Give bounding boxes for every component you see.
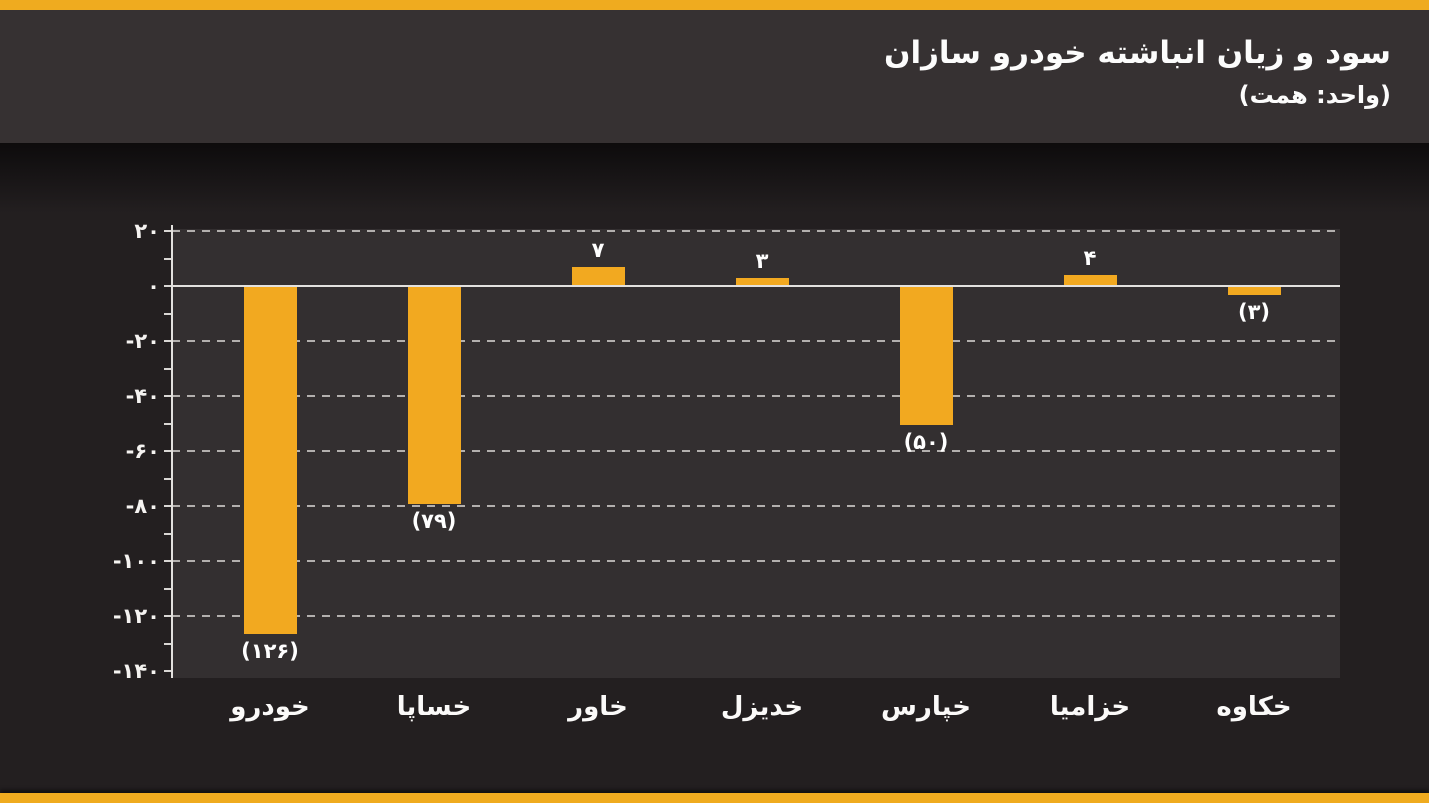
y-axis-tick — [164, 450, 171, 452]
y-axis-tick — [164, 615, 171, 617]
bar — [1227, 287, 1281, 296]
header-shadow — [0, 143, 1429, 213]
y-tick-label: -۶۰ — [125, 439, 160, 463]
y-axis-tick — [164, 312, 171, 315]
bar-value-label: (۳) — [1237, 300, 1270, 325]
y-tick-label: -۴۰ — [125, 384, 160, 408]
y-axis-tick — [164, 367, 171, 370]
bar-value-label: ۴ — [1083, 246, 1097, 270]
bar-value-label: (۷۹) — [411, 509, 457, 534]
gridline — [172, 505, 1340, 507]
gridline — [172, 560, 1340, 562]
bar — [243, 287, 297, 634]
gridline — [172, 615, 1340, 617]
y-axis-tick — [164, 340, 171, 342]
bar — [407, 287, 461, 505]
y-tick-label: -۱۰۰ — [112, 549, 160, 573]
x-axis-label: خدیزل — [720, 692, 804, 722]
x-axis-label: خودرو — [230, 692, 310, 722]
gridline — [172, 395, 1340, 397]
bar — [735, 277, 789, 286]
bar — [899, 287, 953, 425]
chart-title: سود و زیان انباشته خودرو سازان — [883, 35, 1391, 71]
x-axis-label: خاور — [568, 692, 628, 722]
y-axis-tick — [164, 642, 171, 645]
gridline — [172, 230, 1340, 232]
y-axis-tick — [164, 560, 171, 562]
x-axis-label: خساپا — [396, 692, 472, 722]
chart-unit-subtitle: (واحد: همت) — [1238, 81, 1391, 109]
bar-value-label: (۵۰) — [903, 429, 949, 454]
y-axis-tick — [164, 505, 171, 507]
bar-value-label: ۷ — [591, 237, 605, 262]
top-accent-strip — [0, 0, 1429, 10]
gridline — [172, 340, 1340, 342]
y-tick-label: -۸۰ — [125, 494, 160, 518]
bar — [1063, 275, 1117, 286]
y-axis-tick — [164, 532, 171, 535]
gridline — [172, 450, 1340, 452]
y-axis-tick — [164, 395, 171, 397]
zero-baseline — [172, 285, 1340, 287]
y-axis — [171, 225, 173, 678]
x-axis-label: خزامیا — [1049, 692, 1131, 722]
bar-value-label: ۳ — [755, 248, 769, 273]
y-axis-tick — [164, 477, 171, 480]
bar — [571, 266, 625, 286]
bar-value-label: (۱۲۶) — [241, 638, 299, 663]
y-axis-tick — [164, 670, 171, 672]
bar-chart: ۲۰ ۰ -۲۰ -۴۰ -۶۰ -۸۰ -۱۰۰ -۱۲۰ -۱۴۰ (۱۲۶) خودرو (۷۹… — [0, 143, 1429, 803]
y-tick-label: -۲۰ — [125, 329, 160, 353]
y-axis-tick — [164, 285, 171, 287]
plot-area — [172, 229, 1340, 678]
y-tick-label: ۲۰ — [134, 219, 160, 243]
y-tick-label: -۱۲۰ — [112, 604, 160, 628]
y-axis-tick — [164, 230, 171, 232]
bottom-accent-strip — [0, 793, 1429, 803]
x-axis-label: خکاوه — [1216, 692, 1292, 722]
y-axis-tick — [164, 587, 171, 590]
header: سود و زیان انباشته خودرو سازان (واحد: هم… — [0, 10, 1429, 143]
y-axis-tick — [164, 257, 171, 260]
y-tick-label: -۱۴۰ — [112, 659, 160, 683]
y-tick-label: ۰ — [147, 274, 160, 298]
x-axis-label: خپارس — [881, 692, 971, 722]
y-axis-tick — [164, 422, 171, 425]
